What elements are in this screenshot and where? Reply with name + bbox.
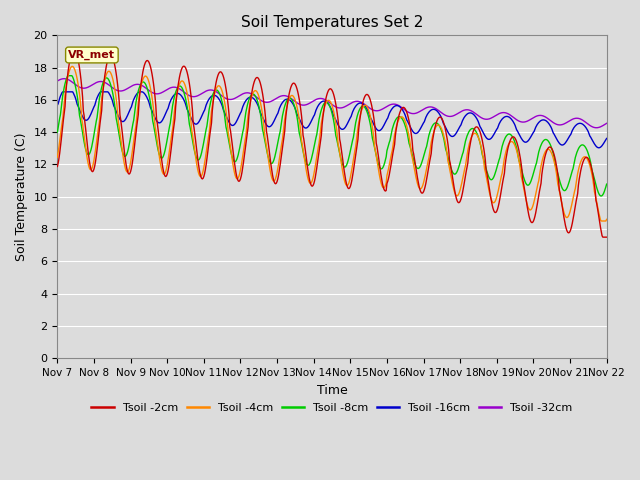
X-axis label: Time: Time [317,384,348,396]
Text: VR_met: VR_met [68,50,115,60]
Legend: Tsoil -2cm, Tsoil -4cm, Tsoil -8cm, Tsoil -16cm, Tsoil -32cm: Tsoil -2cm, Tsoil -4cm, Tsoil -8cm, Tsoi… [87,398,577,417]
Title: Soil Temperatures Set 2: Soil Temperatures Set 2 [241,15,423,30]
Y-axis label: Soil Temperature (C): Soil Temperature (C) [15,132,28,261]
